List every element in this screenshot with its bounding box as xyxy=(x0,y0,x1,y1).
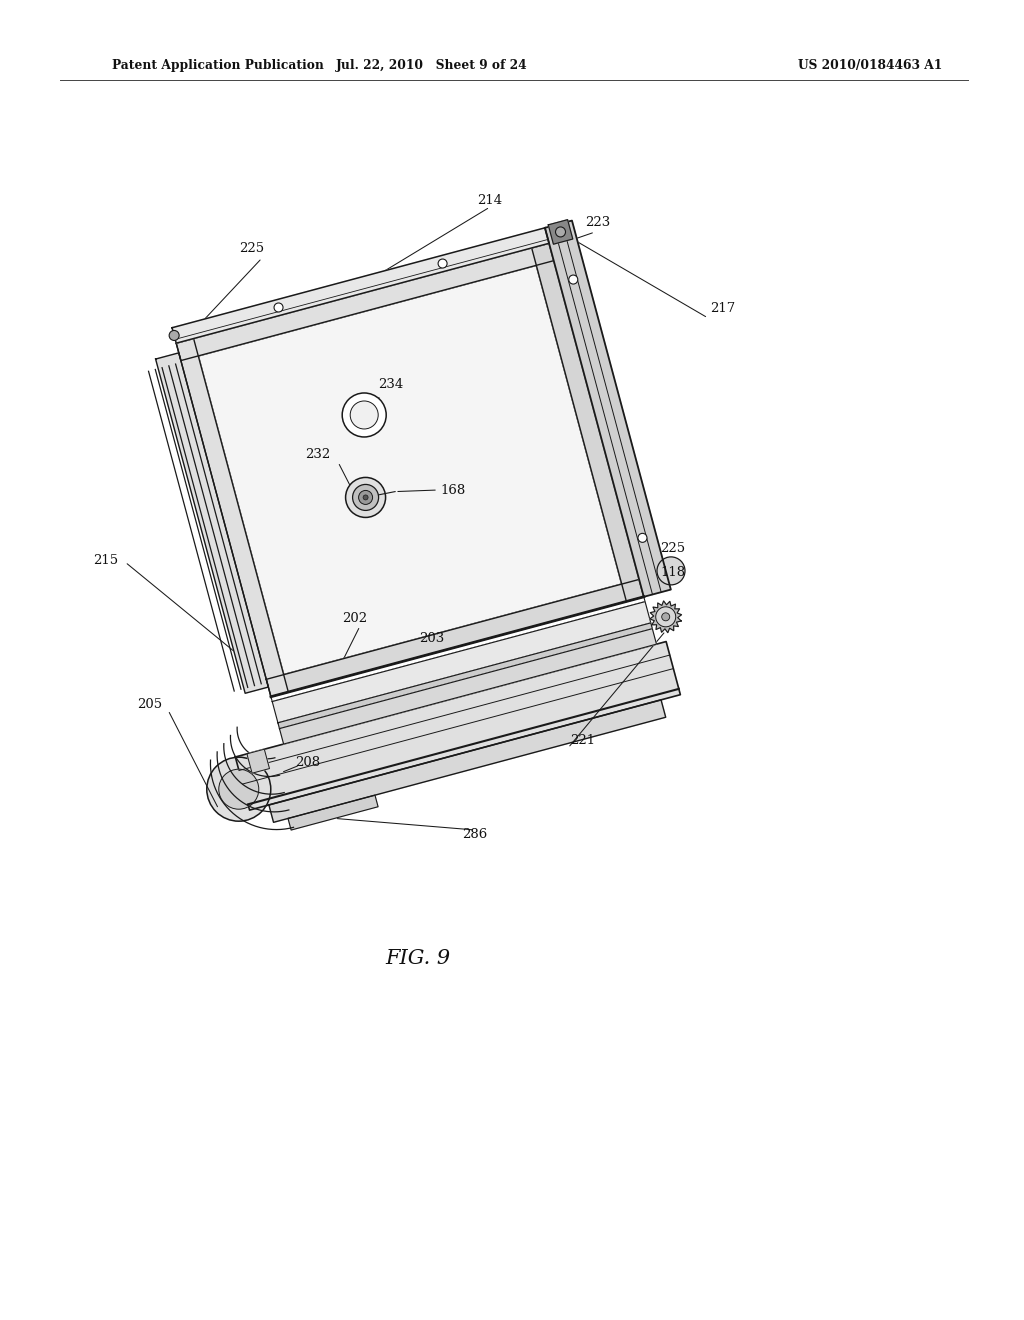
Polygon shape xyxy=(272,602,651,723)
Polygon shape xyxy=(176,243,554,360)
Text: 225: 225 xyxy=(660,541,685,554)
Circle shape xyxy=(342,393,386,437)
Text: 286: 286 xyxy=(463,829,487,842)
Circle shape xyxy=(568,275,578,284)
Text: Patent Application Publication: Patent Application Publication xyxy=(112,58,324,71)
Polygon shape xyxy=(280,628,656,744)
Text: 208: 208 xyxy=(295,756,321,770)
Polygon shape xyxy=(269,700,666,822)
Circle shape xyxy=(655,607,676,627)
Text: 232: 232 xyxy=(305,449,330,462)
Text: 118: 118 xyxy=(660,565,685,578)
Text: 202: 202 xyxy=(342,611,368,624)
Circle shape xyxy=(662,612,670,620)
Polygon shape xyxy=(548,219,572,244)
Text: 221: 221 xyxy=(570,734,595,747)
Polygon shape xyxy=(156,352,268,693)
Polygon shape xyxy=(271,597,645,701)
Circle shape xyxy=(657,557,685,585)
Text: 223: 223 xyxy=(586,215,610,228)
Polygon shape xyxy=(247,750,269,774)
Polygon shape xyxy=(176,338,289,697)
Circle shape xyxy=(350,401,378,429)
Circle shape xyxy=(274,304,283,312)
Text: US 2010/0184463 A1: US 2010/0184463 A1 xyxy=(798,58,942,71)
Polygon shape xyxy=(278,623,652,729)
Circle shape xyxy=(345,478,386,517)
Polygon shape xyxy=(266,579,644,697)
Polygon shape xyxy=(545,220,671,597)
Circle shape xyxy=(358,491,373,504)
Polygon shape xyxy=(172,228,549,343)
Polygon shape xyxy=(531,243,644,602)
Polygon shape xyxy=(199,265,622,675)
Circle shape xyxy=(169,330,179,341)
Text: 168: 168 xyxy=(440,483,465,496)
Text: 234: 234 xyxy=(378,379,403,392)
Text: 217: 217 xyxy=(710,301,735,314)
Circle shape xyxy=(555,227,565,236)
Circle shape xyxy=(364,495,368,500)
Circle shape xyxy=(438,259,447,268)
Polygon shape xyxy=(288,795,378,830)
Circle shape xyxy=(638,533,647,543)
Text: 225: 225 xyxy=(240,242,264,255)
Polygon shape xyxy=(650,601,682,632)
Text: 203: 203 xyxy=(420,631,444,644)
Circle shape xyxy=(207,758,270,821)
Text: Jul. 22, 2010   Sheet 9 of 24: Jul. 22, 2010 Sheet 9 of 24 xyxy=(336,58,527,71)
Circle shape xyxy=(219,770,259,809)
Text: 205: 205 xyxy=(137,698,162,711)
Text: 214: 214 xyxy=(477,194,503,206)
Text: FIG. 9: FIG. 9 xyxy=(385,949,451,968)
Circle shape xyxy=(352,484,379,511)
Polygon shape xyxy=(236,642,680,810)
Text: 215: 215 xyxy=(93,553,118,566)
